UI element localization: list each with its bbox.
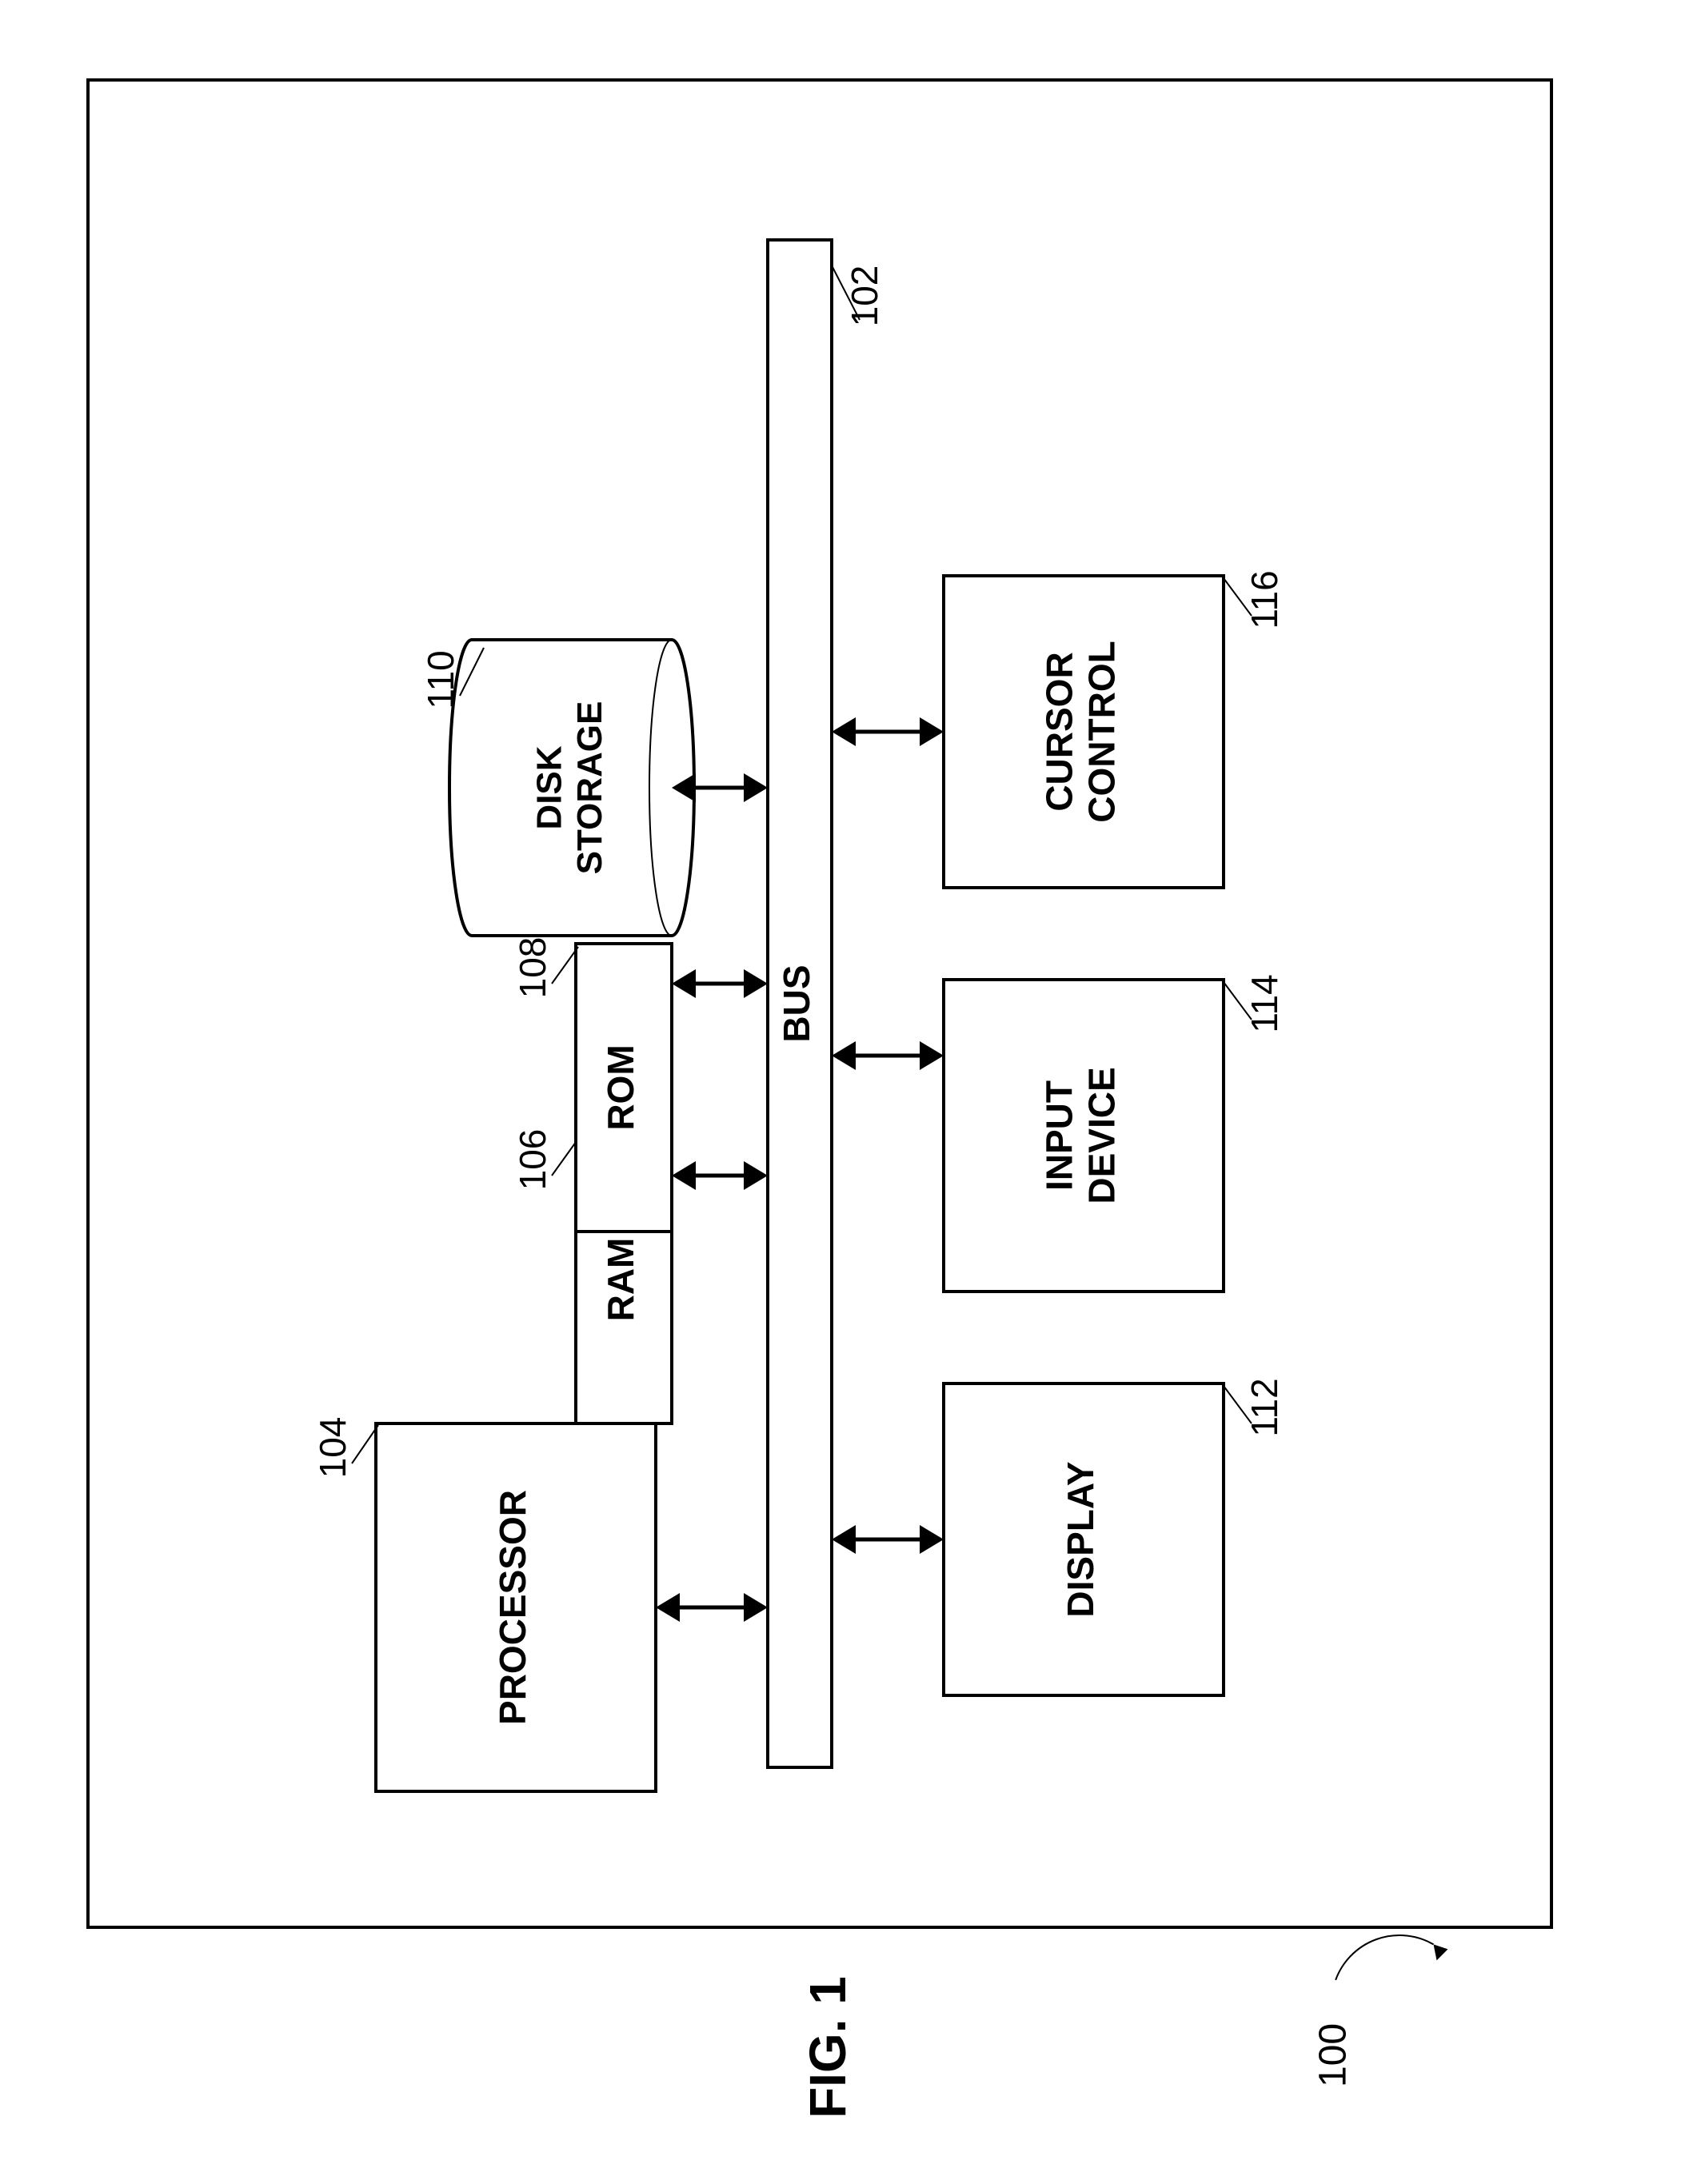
bus-label: BUS bbox=[776, 964, 817, 1042]
svg-text:DISPLAY: DISPLAY bbox=[1060, 1461, 1101, 1617]
disk-ref: 110 bbox=[420, 650, 461, 709]
bus-ref: 102 bbox=[844, 266, 885, 327]
svg-text:ROM: ROM bbox=[600, 1044, 641, 1130]
svg-text:PROCESSOR: PROCESSOR bbox=[492, 1490, 533, 1725]
ram-ref: 106 bbox=[512, 1129, 553, 1191]
display-ref: 112 bbox=[1244, 1378, 1285, 1436]
svg-text:INPUT: INPUT bbox=[1039, 1080, 1080, 1191]
svg-text:DEVICE: DEVICE bbox=[1081, 1067, 1123, 1204]
processor-ref: 104 bbox=[312, 1417, 353, 1479]
svg-text:RAM: RAM bbox=[600, 1238, 641, 1322]
svg-text:CURSOR: CURSOR bbox=[1039, 652, 1080, 811]
figure-ref: 100 bbox=[1312, 2023, 1355, 2087]
input-ref: 114 bbox=[1244, 974, 1285, 1032]
svg-text:STORAGE: STORAGE bbox=[570, 701, 609, 875]
figure-label: FIG. 1 bbox=[799, 1976, 856, 2118]
svg-text:DISK: DISK bbox=[529, 745, 569, 829]
rom-ref: 108 bbox=[512, 937, 553, 999]
svg-text:CONTROL: CONTROL bbox=[1081, 641, 1123, 822]
cursor-ref: 116 bbox=[1244, 570, 1285, 629]
